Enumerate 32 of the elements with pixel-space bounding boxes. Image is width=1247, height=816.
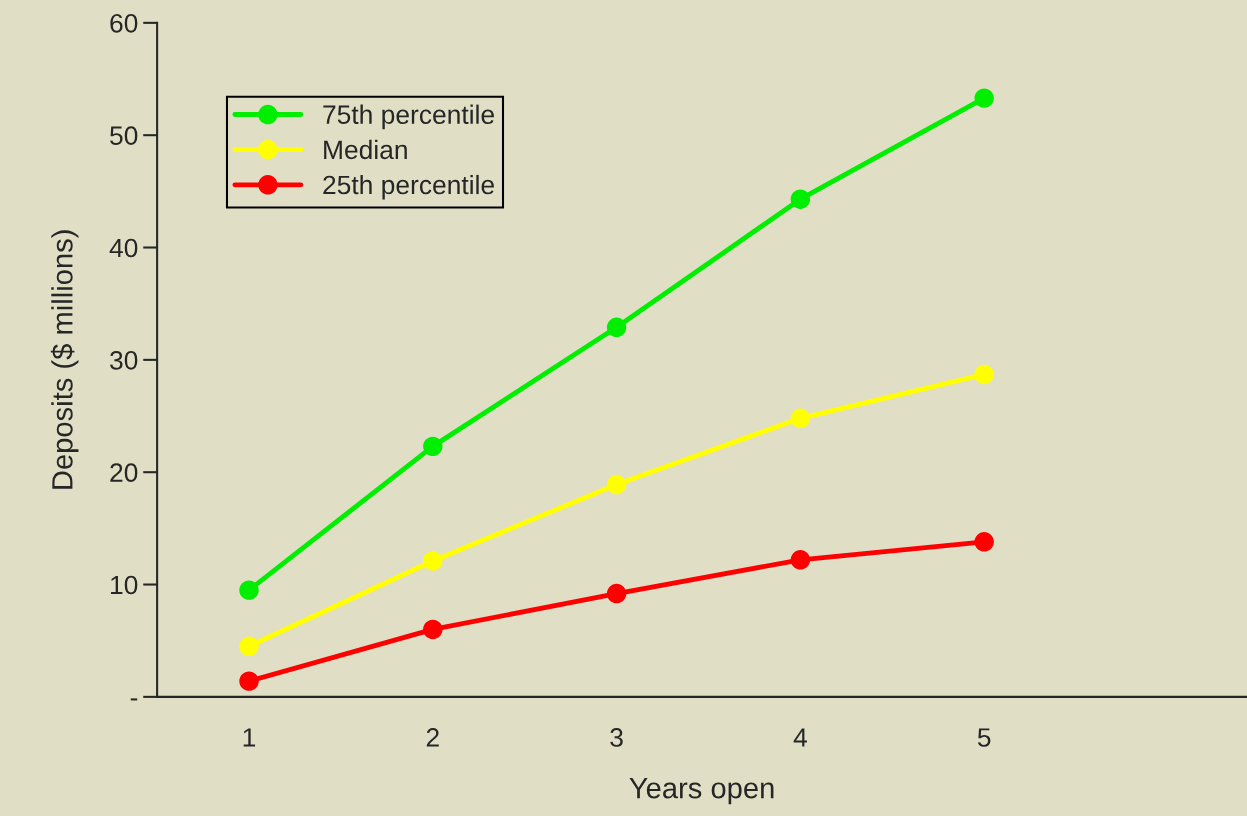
point <box>606 474 627 495</box>
point <box>974 532 994 552</box>
point <box>606 317 627 337</box>
point <box>239 671 259 691</box>
point <box>974 364 994 385</box>
x-axis-title: Years open <box>629 778 774 805</box>
x-tick-label: 1 <box>243 728 256 747</box>
y-tick-label: 60 <box>110 13 138 33</box>
y-tick-label: 40 <box>109 238 138 258</box>
y-tick-label: 10 <box>111 575 138 595</box>
legend-label: 25th percentile <box>323 174 494 200</box>
point <box>790 408 811 428</box>
legend-label: Median <box>324 139 407 160</box>
point <box>423 436 443 457</box>
point <box>790 189 811 209</box>
y-tick-label: - <box>130 698 138 701</box>
point <box>239 580 259 600</box>
x-tick-label: 2 <box>426 728 439 747</box>
y-tick-label: 20 <box>110 463 138 483</box>
point <box>974 88 994 108</box>
legend-label: 75th percentile <box>323 104 494 130</box>
point <box>423 619 443 640</box>
point <box>239 636 259 657</box>
point <box>423 551 443 571</box>
y-axis-title: Deposits ($ millions) <box>50 230 79 489</box>
x-tick-label: 4 <box>793 728 807 747</box>
y-tick-label: 30 <box>110 350 138 370</box>
point <box>790 550 811 570</box>
x-tick-label: 5 <box>977 728 991 747</box>
point <box>606 583 627 604</box>
y-tick-label: 50 <box>110 126 138 146</box>
x-tick-label: 3 <box>610 728 623 747</box>
